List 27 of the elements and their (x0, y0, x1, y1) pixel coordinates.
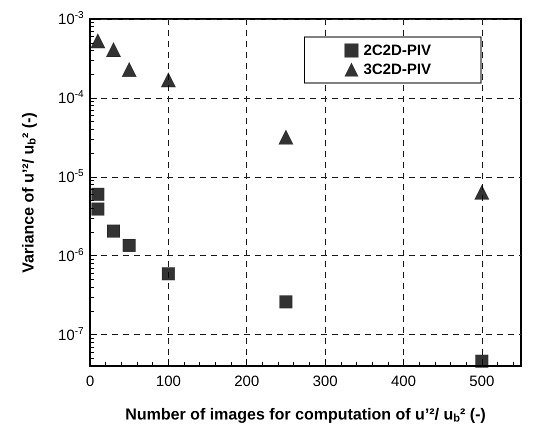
point (91, 202, 104, 216)
point (475, 354, 488, 368)
x-tick-label: 500 (469, 373, 494, 390)
x-tick-label: 200 (234, 373, 260, 390)
x-tick-label: 300 (312, 373, 338, 390)
point (162, 267, 175, 280)
x-tick-label: 100 (156, 373, 181, 390)
point (91, 188, 104, 201)
y-tick-label: 10$^{-5}$ (58, 168, 84, 186)
x-tick-label: 0 (86, 373, 94, 390)
point (160, 72, 176, 88)
point (474, 184, 490, 200)
point (122, 238, 136, 252)
y-tick-label: 10$^{-7}$ (58, 326, 84, 344)
y-axis-title: Variance of u’²/ ub² (-) (20, 112, 38, 273)
point (122, 62, 137, 77)
point (107, 224, 120, 238)
y-tick-label: 10$^{-3}$ (58, 10, 84, 28)
x-tick-label: 400 (390, 373, 416, 390)
y-tick-label: 10$^{-6}$ (58, 246, 84, 265)
point (279, 295, 292, 308)
point (106, 42, 122, 58)
point (90, 33, 106, 48)
y-tick-label: 10$^{-4}$ (58, 88, 84, 107)
legend-label: 3C2D-PIV (363, 61, 432, 78)
point (278, 129, 294, 144)
legend-label: 2C2D-PIV (363, 42, 432, 59)
